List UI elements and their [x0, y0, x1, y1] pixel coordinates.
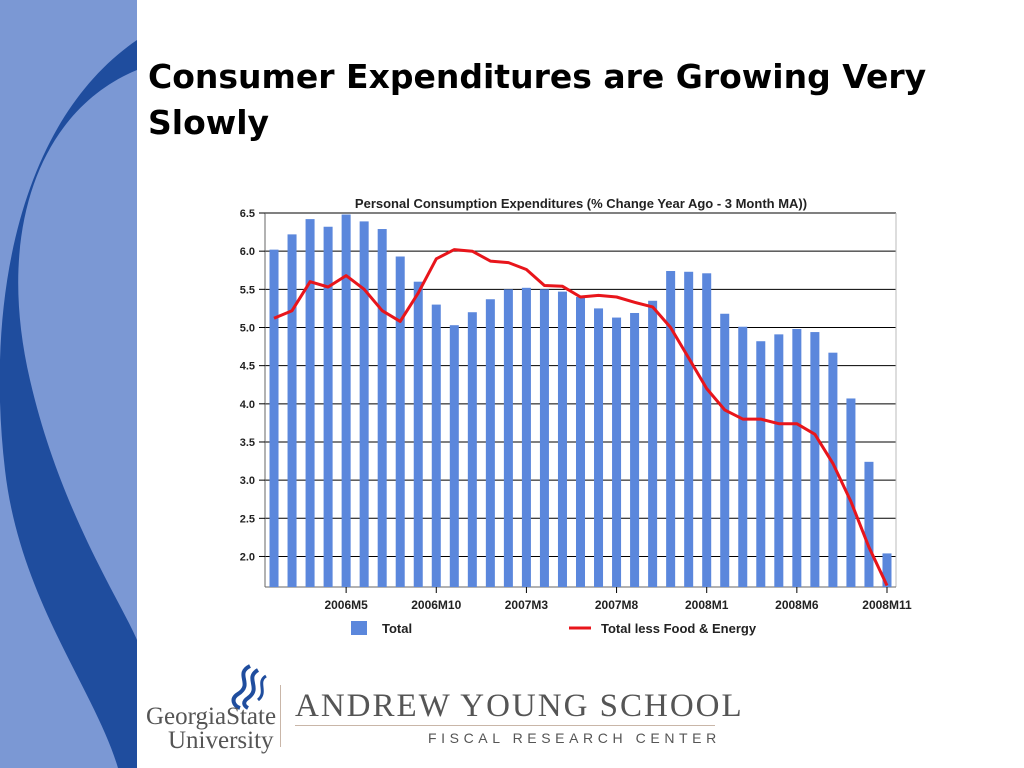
bar-total [341, 214, 351, 587]
bar-total [269, 249, 279, 588]
x-tick-label: 2007M8 [595, 598, 639, 612]
x-tick-label: 2008M11 [862, 598, 912, 612]
bar-total [431, 304, 441, 587]
bar-total [774, 334, 784, 587]
bar-total [792, 329, 802, 587]
slide-title: Consumer Expenditures are Growing Very S… [148, 57, 927, 142]
y-tick-label: 2.0 [240, 551, 255, 563]
y-tick-label: 5.0 [240, 322, 255, 334]
x-tick-label: 2008M6 [775, 598, 819, 612]
legend-label-total: Total [382, 621, 412, 636]
bar-total [287, 234, 297, 587]
x-tick-label: 2006M5 [324, 598, 368, 612]
y-tick-label: 5.5 [240, 284, 255, 296]
bar-total [305, 219, 315, 587]
y-tick-label: 2.5 [240, 513, 255, 525]
bar-total [503, 289, 513, 587]
bar-total [575, 296, 586, 587]
bar-total [521, 287, 531, 587]
y-tick-label: 3.0 [240, 475, 255, 487]
bar-total [630, 312, 640, 587]
x-tick-label: 2008M1 [685, 598, 729, 612]
bar-total [467, 312, 477, 587]
y-tick-label: 3.5 [240, 437, 255, 449]
chart-title: Personal Consumption Expenditures (% Cha… [355, 196, 807, 211]
school-subtitle: FISCAL RESEARCH CENTER [428, 730, 721, 746]
gsu-flame-icon [231, 664, 267, 710]
chart-legend: Total Total less Food & Energy [351, 621, 757, 636]
x-tick-label: 2006M10 [411, 598, 461, 612]
bar-total [359, 221, 369, 587]
y-tick-label: 4.5 [240, 361, 255, 373]
logo-divider [280, 685, 281, 747]
x-tick-label: 2007M3 [505, 598, 549, 612]
bar-total [846, 398, 856, 587]
bar-total [395, 256, 405, 587]
bar-total [684, 271, 694, 587]
footer-logos: GeorgiaState University ANDREW YOUNG SCH… [140, 660, 742, 760]
school-name-rule [295, 725, 715, 726]
chart-gridlines [264, 212, 897, 588]
bar-total [449, 325, 459, 587]
bar-total [828, 352, 838, 587]
bar-total [756, 341, 766, 587]
bar-total [666, 271, 676, 587]
gsu-flame-stroke-1 [231, 664, 252, 710]
y-tick-label: 6.0 [240, 246, 255, 258]
legend-label-total-less-food-energy: Total less Food & Energy [601, 621, 757, 636]
bar-total [485, 299, 495, 587]
x-axis-ticks: 2006M5 2006M10 2007M3 2007M8 2008M1 2008M6 200… [324, 587, 912, 612]
line-series [273, 248, 889, 587]
y-tick-label: 4.0 [240, 399, 255, 411]
bar-total [594, 308, 604, 587]
chart: Personal Consumption Expenditures (% Cha… [240, 196, 912, 636]
bar-total [557, 291, 567, 587]
bar-total [882, 553, 892, 587]
bar-total [738, 326, 748, 587]
gsu-name-line2: University [168, 727, 274, 754]
bar-total [323, 226, 333, 587]
side-swoosh-shape [0, 40, 137, 768]
y-axis-ticks: 2.0 2.5 3.0 3.5 4.0 4.5 5.0 5.5 6.0 6.5 [240, 208, 265, 563]
gsu-flame-stroke-3 [256, 674, 267, 702]
bar-total [377, 229, 387, 587]
school-name: ANDREW YOUNG SCHOOL [295, 688, 744, 724]
legend-swatch-total [351, 621, 367, 635]
bar-total [648, 300, 658, 587]
line-total-less-food-energy [273, 248, 889, 587]
gsu-name-line1: GeorgiaState [146, 703, 277, 730]
bar-total [539, 289, 549, 587]
gsu-flame-stroke-2 [242, 668, 260, 710]
bar-total [612, 317, 622, 587]
bar-series [269, 214, 892, 588]
side-decoration [0, 0, 137, 768]
bar-total [413, 281, 423, 587]
bar-total [810, 332, 820, 587]
y-tick-label: 6.5 [240, 208, 255, 220]
bar-total [702, 273, 712, 587]
bar-total [720, 313, 730, 587]
bar-total [864, 461, 874, 587]
